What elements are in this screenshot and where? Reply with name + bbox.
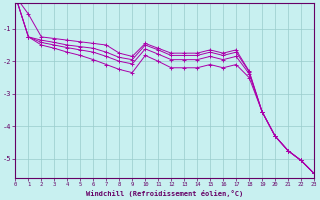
X-axis label: Windchill (Refroidissement éolien,°C): Windchill (Refroidissement éolien,°C) [86, 190, 243, 197]
